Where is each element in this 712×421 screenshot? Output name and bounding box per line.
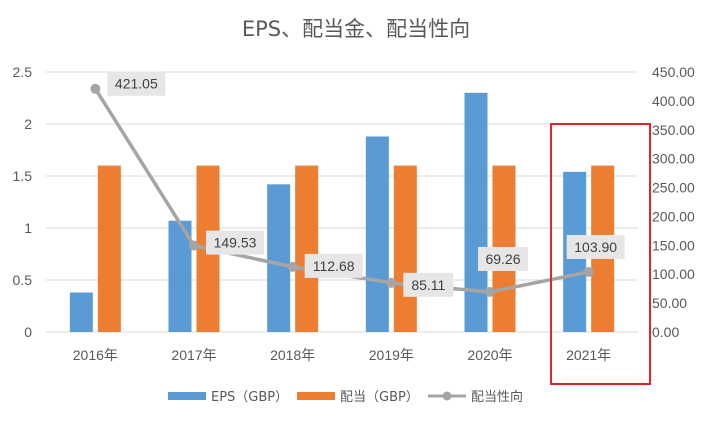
- eps-bar-2019年: [365, 136, 389, 332]
- legend-label-dividend: 配当（GBP）: [340, 390, 419, 405]
- legend-marker-payout: [442, 391, 452, 401]
- x-tick-3: 2019年: [369, 347, 414, 363]
- gridlines: [46, 71, 638, 333]
- legend-swatch-eps: [168, 392, 206, 400]
- payout-point-2016年: [90, 83, 101, 94]
- y-left-tick-2: 1: [24, 220, 32, 236]
- eps-bar-2016年: [69, 292, 93, 332]
- x-tick-0: 2016年: [73, 347, 118, 363]
- payout-label-2021年: 103.90: [574, 239, 617, 255]
- eps-bar-2017年: [168, 220, 192, 332]
- payout-point-2018年: [287, 261, 298, 272]
- y-right-tick-8: 400.00: [652, 93, 695, 109]
- legend-label-payout: 配当性向: [471, 389, 523, 405]
- y-right-tick-9: 450.00: [652, 64, 695, 80]
- x-tick-4: 2020年: [467, 347, 512, 363]
- payout-label-box-2018年: [304, 253, 363, 278]
- legend-swatch-dividend: [297, 392, 335, 400]
- highlight-box-2021: [550, 123, 651, 385]
- y-left-tick-5: 2.5: [13, 64, 33, 80]
- payout-label-2017年: 149.53: [214, 235, 257, 251]
- payout-label-2019年: 85.11: [411, 277, 445, 293]
- x-tick-1: 2017年: [171, 347, 216, 363]
- payout-point-2017年: [189, 240, 199, 251]
- payout-label-2018年: 112.68: [313, 258, 355, 274]
- y-left-tick-4: 2: [24, 116, 32, 132]
- payout-label-box-2020年: [478, 246, 528, 271]
- y-right-tick-6: 300.00: [652, 151, 695, 167]
- y-left-tick-3: 1.5: [13, 168, 33, 184]
- y-right-tick-1: 50.00: [652, 295, 687, 311]
- payout-point-2020年: [485, 286, 495, 297]
- chart-title: EPS、配当金、配当性向: [242, 17, 470, 41]
- data-labels: 421.05 149.53 112.68 85.11 69.26 103.90: [107, 71, 625, 297]
- payout-label-2016年: 421.05: [115, 76, 158, 92]
- dividend-bar-2018年: [295, 165, 319, 332]
- eps-bar-2018年: [267, 184, 291, 332]
- legend: EPS（GBP） 配当（GBP） 配当性向: [168, 389, 523, 405]
- payout-point-2021年: [583, 266, 594, 277]
- eps-bar-2020年: [464, 92, 488, 332]
- y-left-tick-1: 0.5: [13, 272, 33, 288]
- y-left-tick-0: 0: [24, 324, 32, 340]
- payout-label-box-2016年: [107, 71, 166, 96]
- axes: 0 0.5 1 1.5 2 2.5 0.00 50.00 100.00 150.00 200.00 2…: [13, 64, 696, 363]
- x-tick-5: 2021年: [566, 347, 611, 363]
- payout-point-2019年: [386, 277, 397, 288]
- y-right-tick-5: 250.00: [652, 180, 695, 196]
- bars: [69, 92, 615, 332]
- y-right-tick-3: 150.00: [652, 237, 695, 253]
- legend-label-eps: EPS（GBP）: [211, 390, 288, 405]
- y-right-tick-0: 0.00: [652, 324, 679, 340]
- payout-label-box-2021年: [566, 234, 625, 259]
- payout-label-2020年: 69.26: [485, 251, 520, 267]
- x-tick-2: 2018年: [270, 347, 315, 363]
- payout-label-box-2017年: [206, 230, 264, 255]
- dividend-bar-2016年: [97, 165, 121, 332]
- y-right-tick-2: 100.00: [652, 266, 695, 282]
- y-right-tick-4: 200.00: [652, 208, 695, 224]
- dividend-bar-2019年: [393, 165, 417, 332]
- payout-label-box-2019年: [403, 272, 454, 297]
- y-right-tick-7: 350.00: [652, 122, 695, 138]
